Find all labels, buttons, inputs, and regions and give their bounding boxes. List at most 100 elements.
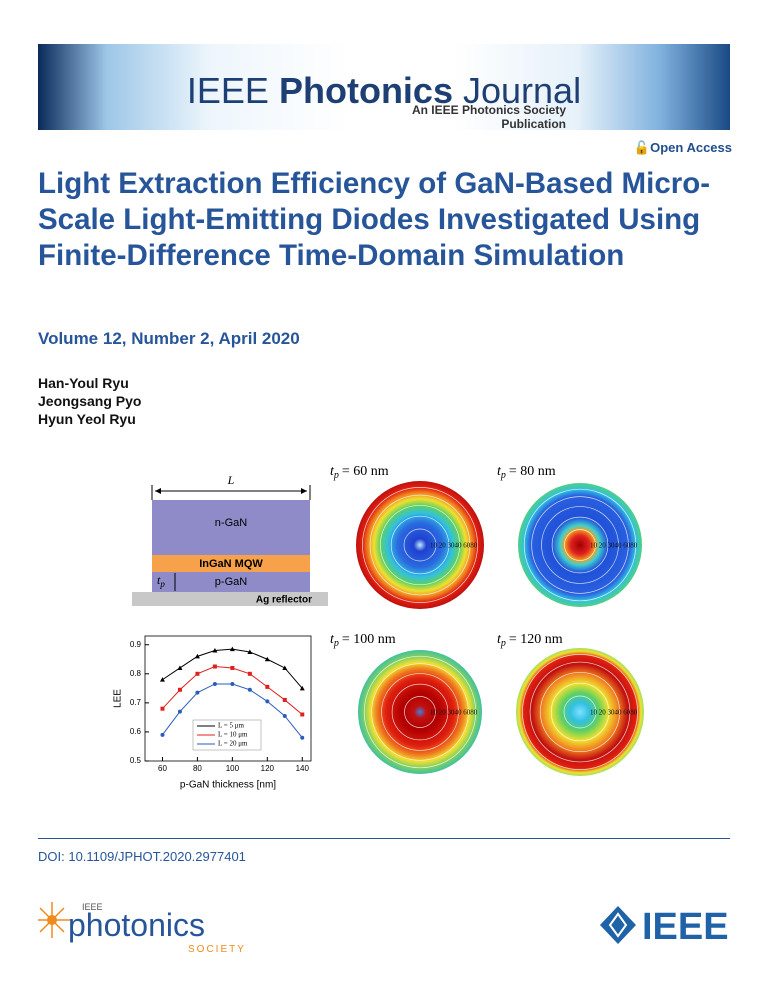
contour-ring bbox=[404, 696, 436, 728]
contour-ring bbox=[539, 671, 621, 753]
x-tick-label: 120 bbox=[261, 764, 275, 773]
society-name: photonics bbox=[68, 907, 205, 943]
ieee-logo: IEEE bbox=[600, 906, 729, 948]
legend-label: L = 5 μm bbox=[218, 722, 244, 730]
legend-box bbox=[192, 719, 262, 751]
marker bbox=[265, 699, 270, 704]
banner bbox=[38, 44, 730, 130]
marker bbox=[194, 653, 200, 659]
contour-disc bbox=[518, 483, 642, 607]
width-label: L bbox=[227, 473, 235, 487]
contour-ring bbox=[379, 504, 461, 586]
plot-frame bbox=[144, 635, 312, 762]
y-tick-label: 0.8 bbox=[130, 669, 142, 678]
legend-label: L = 10 μm bbox=[218, 731, 248, 739]
author: Han-Youl Ryu bbox=[38, 375, 129, 391]
contour-ring bbox=[564, 529, 596, 561]
marker bbox=[195, 671, 200, 676]
y-tick-label: 0.9 bbox=[130, 640, 142, 649]
society-logo: IEEE photonics SOCIETY bbox=[38, 902, 246, 955]
title-var: t bbox=[330, 464, 335, 479]
layer-label: p-GaN bbox=[215, 576, 247, 588]
marker bbox=[177, 687, 182, 692]
contour-ring bbox=[381, 673, 459, 751]
marker bbox=[299, 685, 305, 691]
title-sub: p bbox=[500, 638, 506, 649]
journal-name: IEEE Photonics Journal bbox=[0, 70, 768, 112]
legend-label: L = 20 μm bbox=[218, 740, 248, 748]
title-text: = 60 nm bbox=[342, 464, 389, 479]
thickness-sub: p bbox=[159, 579, 165, 589]
contour-ring bbox=[563, 695, 597, 729]
contour-title: tp = 60 nm bbox=[330, 464, 389, 481]
thickness-label: tp bbox=[157, 573, 165, 589]
contour-ring bbox=[529, 661, 631, 763]
doi[interactable]: DOI: 10.1109/JPHOT.2020.2977401 bbox=[38, 849, 246, 864]
society-top: IEEE bbox=[82, 902, 103, 912]
open-access[interactable]: 🔓Open Access bbox=[633, 140, 732, 155]
tagline: An IEEE Photonics Society Publication bbox=[411, 103, 566, 131]
ring-labels: 10 20 3040 6080 bbox=[590, 542, 638, 550]
article-title: Light Extraction Efficiency of GaN-Based… bbox=[38, 167, 711, 272]
contour-ring bbox=[541, 506, 619, 584]
contour-disc bbox=[516, 648, 644, 776]
title-var: t bbox=[497, 464, 502, 479]
volume: Volume 12, Number 2, April 2020 bbox=[38, 329, 300, 348]
contour-ring bbox=[369, 494, 471, 596]
contour-ring bbox=[522, 654, 638, 770]
contour-ring bbox=[550, 682, 610, 742]
x-tick-label: 100 bbox=[226, 764, 240, 773]
title-sub: p bbox=[333, 470, 339, 481]
y-tick-label: 0.5 bbox=[130, 756, 142, 765]
ring-labels: 10 20 3040 6080 bbox=[430, 542, 478, 550]
marker bbox=[212, 648, 218, 653]
journal-prefix: IEEE bbox=[186, 70, 269, 111]
marker bbox=[177, 709, 182, 714]
journal-bold: Photonics bbox=[278, 70, 453, 111]
ring-labels: 10 20 3040 6080 bbox=[430, 709, 478, 717]
divider bbox=[38, 838, 730, 839]
x-tick-label: 60 bbox=[158, 764, 167, 773]
marker bbox=[282, 713, 287, 718]
contour-ring bbox=[523, 488, 637, 602]
marker bbox=[265, 684, 270, 689]
marker bbox=[195, 690, 200, 695]
contour-ring bbox=[362, 487, 478, 603]
marker bbox=[229, 646, 235, 652]
reflector-label: Ag reflector bbox=[256, 595, 312, 606]
marker bbox=[159, 677, 165, 682]
contour-ring bbox=[403, 528, 437, 562]
x-tick-label: 140 bbox=[296, 764, 310, 773]
contour-disc bbox=[356, 481, 484, 609]
marker bbox=[177, 665, 183, 670]
contour-title: tp = 80 nm bbox=[497, 464, 556, 481]
author: Hyun Yeol Ryu bbox=[38, 411, 136, 427]
logo-core bbox=[47, 915, 57, 925]
journal-suffix: Journal bbox=[463, 70, 582, 111]
contour-ring bbox=[391, 683, 449, 741]
lee-chart: 0.5 0.6 0.7 0.8 0.9 60 80 100 120 140 p-GaN thickn… bbox=[113, 635, 312, 791]
author: Jeongsang Pyo bbox=[38, 393, 142, 409]
marker bbox=[230, 681, 235, 686]
layer-label: InGaN MQW bbox=[199, 558, 263, 570]
p-gan-layer bbox=[152, 572, 310, 592]
marker bbox=[247, 671, 252, 676]
thickness-var: t bbox=[157, 573, 161, 587]
marker bbox=[212, 664, 217, 669]
x-tick-label: 80 bbox=[193, 764, 202, 773]
contour-ring bbox=[531, 496, 629, 594]
ieee-wordmark: IEEE bbox=[642, 906, 729, 948]
contour-disc bbox=[358, 650, 482, 774]
title-sub: p bbox=[500, 470, 506, 481]
contour-title: tp = 100 nm bbox=[330, 632, 396, 649]
contour-ring bbox=[363, 655, 477, 769]
contour-ring bbox=[390, 515, 450, 575]
title-text: = 120 nm bbox=[509, 632, 563, 647]
marker bbox=[282, 665, 288, 670]
ring-labels: 10 20 3040 6080 bbox=[590, 709, 638, 717]
contour-ring bbox=[371, 663, 469, 761]
society-bottom: SOCIETY bbox=[188, 944, 246, 955]
marker bbox=[247, 687, 252, 692]
figure: L n-GaN InGaN MQW p-GaN tp Ag reflector … bbox=[113, 464, 644, 791]
